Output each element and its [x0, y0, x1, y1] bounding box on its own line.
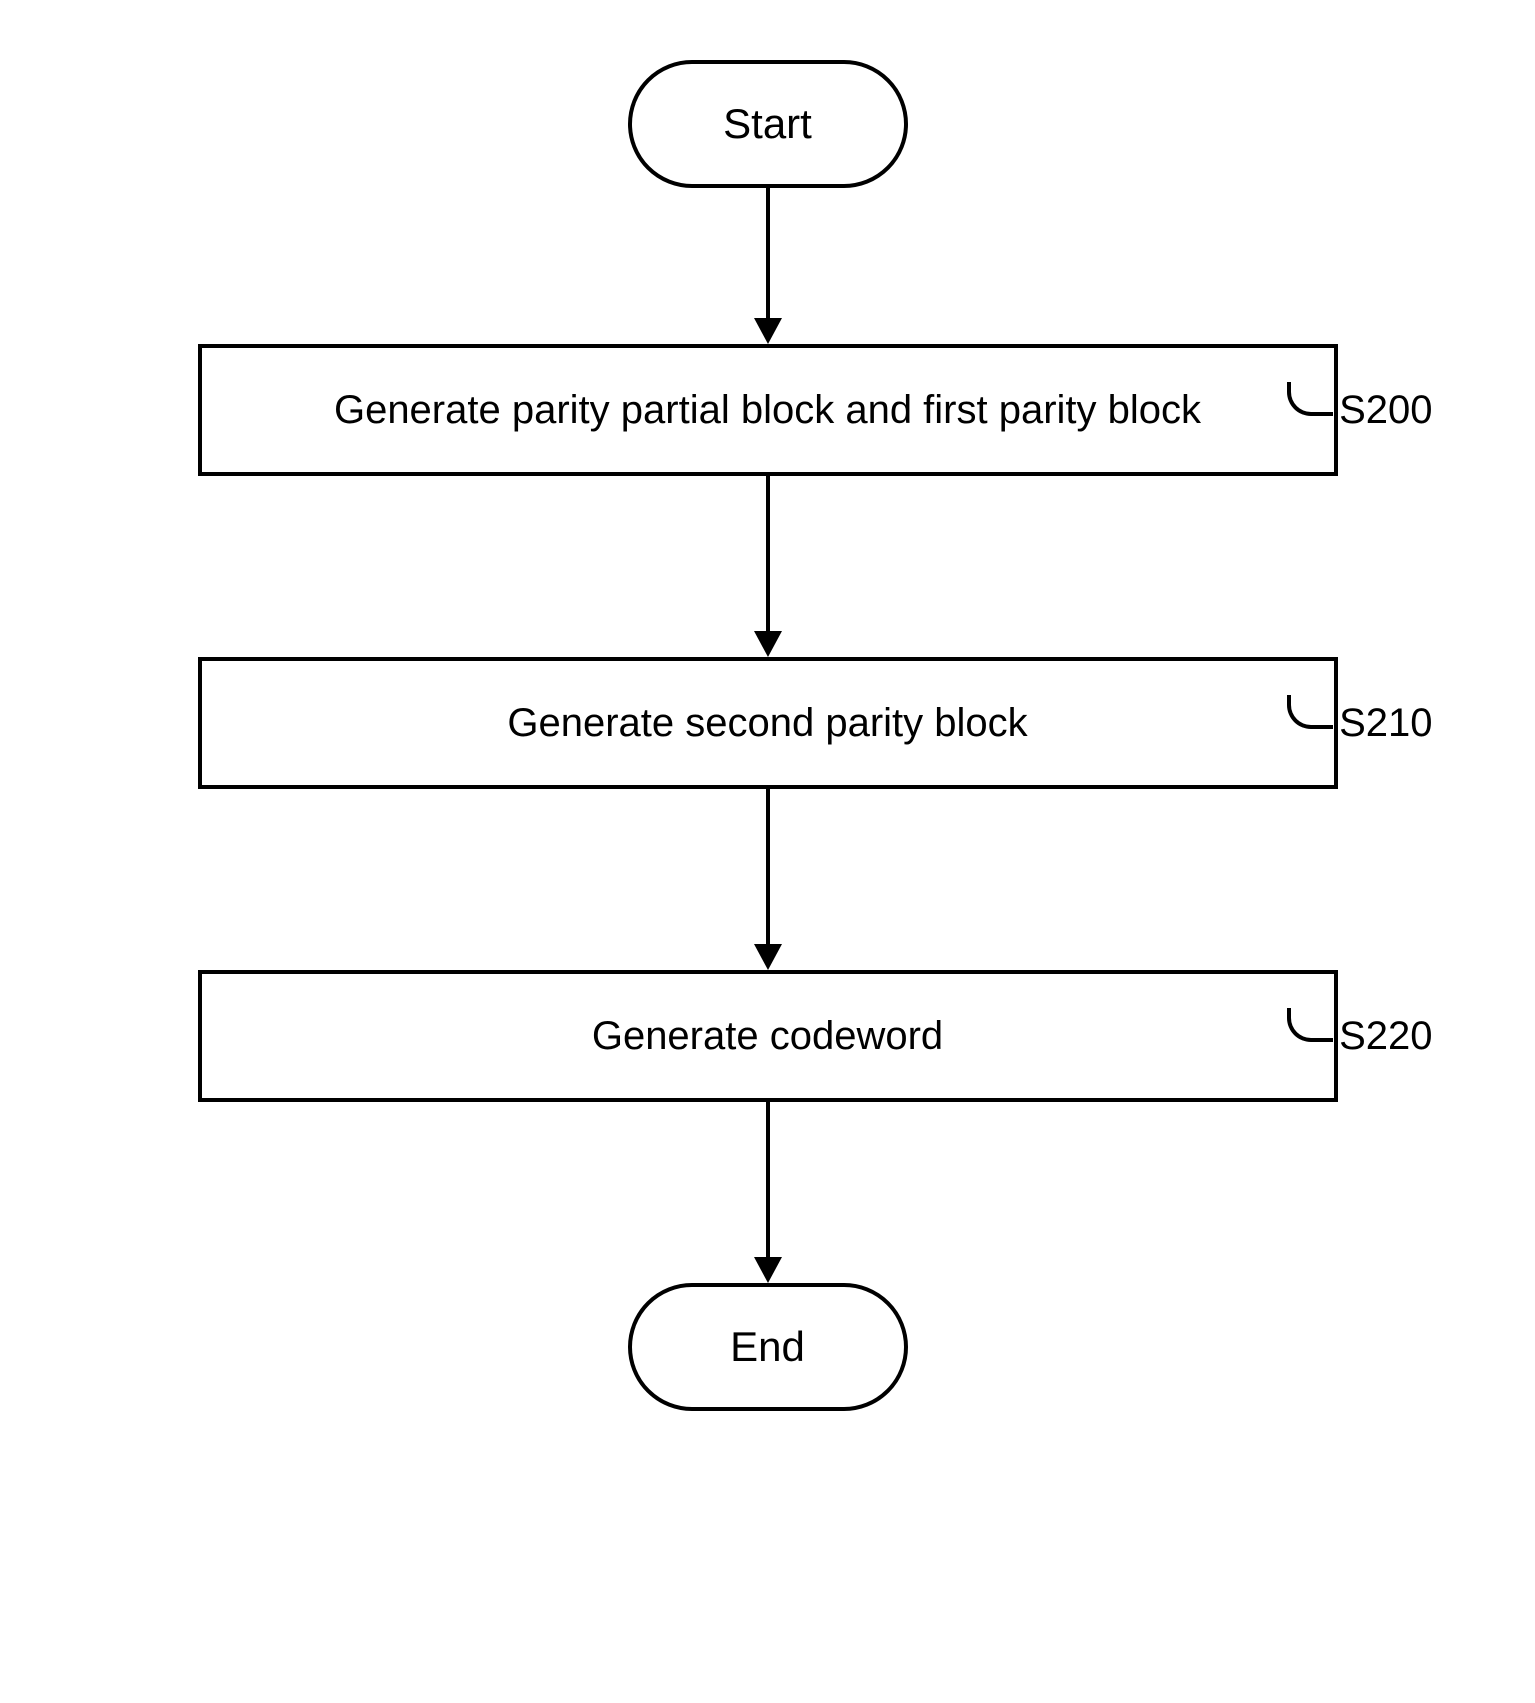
arrow-head	[754, 944, 782, 970]
arrow-line	[766, 476, 770, 631]
arrow-3	[754, 789, 782, 970]
end-terminal: End	[628, 1283, 908, 1411]
arrow-1	[754, 188, 782, 344]
arrow-head	[754, 1257, 782, 1283]
step-label-1: S200	[1287, 388, 1432, 433]
start-terminal: Start	[628, 60, 908, 188]
process-row-2: Generate second parity block S210	[68, 657, 1468, 789]
step-label-text: S210	[1339, 701, 1432, 746]
step-label-2: S210	[1287, 701, 1432, 746]
arrow-head	[754, 318, 782, 344]
arrow-line	[766, 188, 770, 318]
arrow-2	[754, 476, 782, 657]
arrow-4	[754, 1102, 782, 1283]
process-step-1: Generate parity partial block and first …	[198, 344, 1338, 476]
end-label: End	[730, 1323, 805, 1371]
step-label-text: S220	[1339, 1014, 1432, 1059]
process-step-3: Generate codeword	[198, 970, 1338, 1102]
process-step-2: Generate second parity block	[198, 657, 1338, 789]
start-label: Start	[723, 100, 812, 148]
process-row-3: Generate codeword S220	[68, 970, 1468, 1102]
step-label-3: S220	[1287, 1014, 1432, 1059]
process-label: Generate second parity block	[507, 701, 1027, 746]
process-label: Generate parity partial block and first …	[334, 388, 1201, 433]
arrow-line	[766, 1102, 770, 1257]
process-row-1: Generate parity partial block and first …	[68, 344, 1468, 476]
flowchart-container: Start Generate parity partial block and …	[68, 60, 1468, 1411]
step-label-text: S200	[1339, 388, 1432, 433]
process-label: Generate codeword	[592, 1014, 943, 1059]
arrow-line	[766, 789, 770, 944]
arrow-head	[754, 631, 782, 657]
